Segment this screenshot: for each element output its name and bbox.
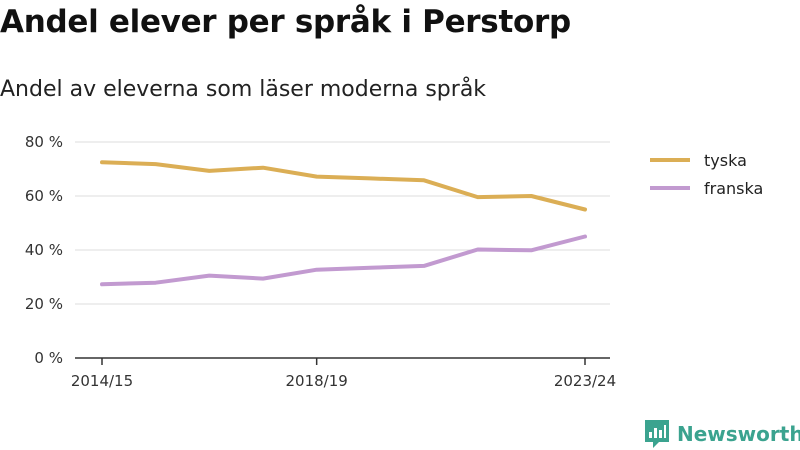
x-tick-label: 2023/24 (554, 372, 616, 390)
y-tick-label: 80 % (25, 133, 63, 151)
series-lines (100, 160, 587, 287)
y-tick-label: 0 % (34, 349, 63, 367)
y-tick-label: 60 % (25, 187, 63, 205)
chart-subtitle: Andel av eleverna som läser moderna språ… (0, 77, 487, 102)
legend: tyska franska (650, 151, 763, 198)
x-tick-label: 2014/15 (71, 372, 133, 390)
legend-label-tyska: tyska (704, 151, 747, 170)
x-axis (75, 357, 610, 365)
series-line-franska (100, 234, 587, 287)
newsworthy-logo-icon (645, 420, 669, 448)
chart-title: Andel elever per språk i Perstorp (0, 4, 571, 40)
grid-lines (75, 141, 610, 305)
series-line-tyska (100, 160, 587, 212)
newsworthy-brand[interactable]: Newsworthy (645, 420, 800, 448)
x-tick-label: 2018/19 (286, 372, 348, 390)
legend-label-franska: franska (704, 179, 763, 198)
axis-ticks: 0 % 20 % 40 % 60 % 80 % 2014/15 2018/19 2023/24 (25, 133, 616, 390)
brand-name: Newsworthy (677, 422, 800, 446)
y-tick-label: 20 % (25, 295, 63, 313)
y-tick-label: 40 % (25, 241, 63, 259)
